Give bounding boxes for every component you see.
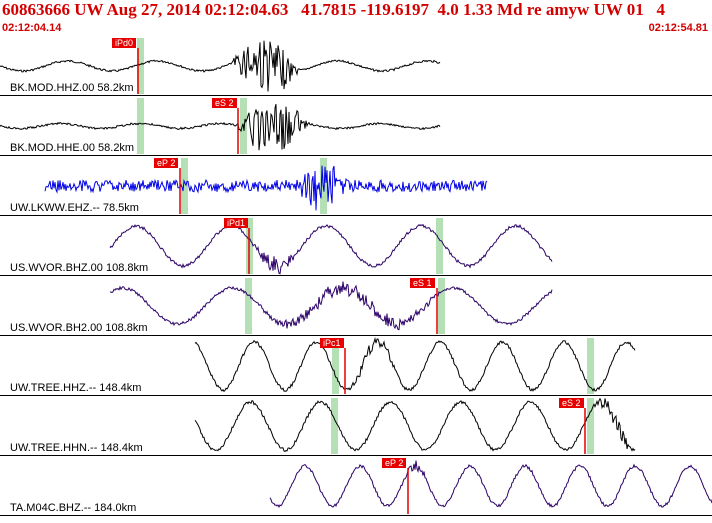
seismogram-panel[interactable]: iPd0 BK.MOD.HHZ.00 58.2km eS 2 BK.MOD.HHE.0…: [0, 36, 712, 518]
waveform-trace[interactable]: [109, 223, 553, 275]
start-time: 02:12:04.14: [2, 22, 62, 34]
pick-label[interactable]: eP 2: [154, 158, 179, 168]
waveform-trace[interactable]: [194, 336, 636, 393]
phase-window: [332, 338, 339, 394]
channel-label: BK.MOD.HHZ.00 58.2km: [10, 82, 134, 94]
waveform-trace[interactable]: [0, 103, 441, 151]
channel-label: UW.LKWW.EHZ.-- 78.5km: [10, 202, 139, 214]
channel-label: UW.TREE.HHN.-- 148.4km: [10, 442, 143, 454]
channel-label: US.WVOR.BH2.00 108.8km: [10, 322, 148, 334]
channel-row[interactable]: [0, 158, 712, 216]
channel-label: BK.MOD.HHE.00 58.2km: [10, 142, 135, 154]
channel-row[interactable]: [0, 460, 712, 516]
pick-label[interactable]: iPd1: [224, 218, 249, 228]
pick-label[interactable]: eS 2: [559, 398, 584, 408]
pick-label[interactable]: eS 1: [410, 278, 435, 288]
waveform-trace[interactable]: [269, 460, 712, 508]
phase-window: [245, 278, 252, 334]
channel-row[interactable]: [0, 397, 712, 456]
phase-window: [587, 398, 594, 454]
phase-window: [137, 38, 144, 94]
channel-row[interactable]: [0, 278, 712, 336]
channel-row[interactable]: [0, 98, 712, 156]
channel-label: US.WVOR.BHZ.00 108.8km: [10, 262, 149, 274]
pick-label[interactable]: eS 2: [212, 98, 237, 108]
phase-window: [436, 218, 443, 274]
phase-window: [331, 398, 338, 454]
phase-window: [181, 158, 188, 214]
waveform-trace[interactable]: [44, 165, 488, 211]
channel-row[interactable]: [0, 336, 712, 396]
waveform-trace[interactable]: [194, 397, 636, 452]
phase-window: [137, 98, 144, 154]
channel-label: TA.M04C.BHZ.-- 184.0km: [10, 502, 137, 514]
phase-window: [587, 338, 594, 394]
waveform-trace[interactable]: [0, 40, 441, 92]
end-time: 02:12:54.81: [648, 22, 708, 34]
waveform-trace[interactable]: [110, 281, 553, 331]
channel-row[interactable]: [0, 218, 712, 276]
pick-label[interactable]: iPd0: [112, 38, 137, 48]
channel-label: UW.TREE.HHZ.-- 148.4km: [10, 382, 142, 394]
event-title: 60863666 UW Aug 27, 2014 02:12:04.63 41.…: [2, 0, 665, 19]
seismogram-canvas[interactable]: [0, 36, 712, 518]
phase-window: [438, 278, 445, 334]
channel-row[interactable]: [0, 38, 712, 96]
event-header: 60863666 UW Aug 27, 2014 02:12:04.63 41.…: [0, 0, 712, 36]
pick-label[interactable]: eP 2: [382, 458, 407, 468]
pick-label[interactable]: iPc1: [320, 338, 344, 348]
